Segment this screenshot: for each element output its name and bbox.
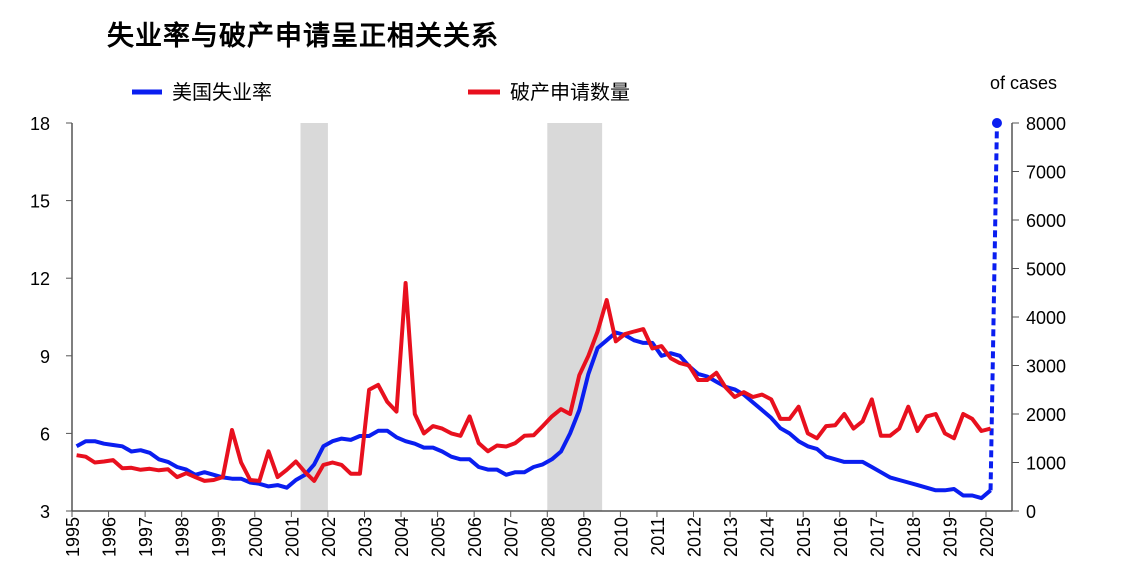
x-tick-label: 2002 <box>319 517 339 557</box>
x-tick-label: 2019 <box>940 517 960 557</box>
legend-label-unemployment: 美国失业率 <box>172 80 272 104</box>
x-tick-label: 2006 <box>465 517 485 557</box>
x-tick-label: 2018 <box>904 517 924 557</box>
x-tick-label: 1995 <box>63 517 83 557</box>
x-tick-label: 2003 <box>355 517 375 557</box>
right-tick-label: 6000 <box>1026 211 1066 231</box>
left-tick-label: 9 <box>40 347 50 367</box>
bankruptcy-line <box>76 281 992 483</box>
x-tick-label: 2000 <box>246 517 266 557</box>
x-tick-label: 2008 <box>538 517 558 557</box>
x-tick-label: 1996 <box>100 517 120 557</box>
left-tick-label: 3 <box>40 502 50 522</box>
x-tick-label: 1998 <box>173 517 193 557</box>
right-tick-label: 5000 <box>1026 260 1066 280</box>
recession-band <box>547 123 603 511</box>
right-tick-label: 4000 <box>1026 308 1066 328</box>
left-tick-label: 6 <box>40 424 50 444</box>
right-tick-label: 1000 <box>1026 454 1066 474</box>
left-tick-label: 18 <box>30 114 50 134</box>
x-tick-label: 2011 <box>648 517 668 556</box>
unemployment-line <box>75 330 992 501</box>
left-tick-label: 12 <box>30 269 50 289</box>
right-tick-label: 0 <box>1026 502 1036 522</box>
x-tick-label: 2007 <box>502 517 522 557</box>
series-lines <box>75 118 1002 501</box>
right-tick-label: 2000 <box>1026 405 1066 425</box>
x-tick-label: 2004 <box>392 517 412 557</box>
x-tick-label: 2014 <box>758 517 778 557</box>
x-tick-label: 2001 <box>282 517 302 557</box>
x-tick-label: 1997 <box>136 517 156 557</box>
right-tick-label: 3000 <box>1026 357 1066 377</box>
x-tick-label: 2010 <box>611 517 631 557</box>
x-tick-label: 2013 <box>721 517 741 557</box>
chart-title: 失业率与破产申请呈正相关关系 <box>107 21 499 52</box>
x-tick-label: 2016 <box>831 517 851 557</box>
x-tick-label: 1999 <box>209 517 229 557</box>
recession-bands <box>300 123 603 511</box>
x-tick-label: 2020 <box>977 517 997 557</box>
x-tick-label: 2017 <box>867 517 887 557</box>
recession-band <box>300 123 328 511</box>
right-tick-label: 8000 <box>1026 114 1066 134</box>
legend: 美国失业率 破产申请数量 <box>132 80 630 104</box>
right-tick-label: 7000 <box>1026 163 1066 183</box>
x-tick-label: 2005 <box>429 517 449 557</box>
x-tick-label: 2015 <box>794 517 814 557</box>
legend-label-bankruptcy: 破产申请数量 <box>510 80 630 104</box>
x-tick-label: 2012 <box>685 517 705 557</box>
unemployment-projection-point <box>991 118 1002 128</box>
right-axis-label: of cases <box>990 73 1057 93</box>
x-tick-label: 2009 <box>575 517 595 557</box>
unemployment-projection-line <box>988 122 999 491</box>
axes: 3 6 9 12 15 18 0 1000 2000 3000 4000 5000 6000 7000 80… <box>30 114 1066 557</box>
left-tick-label: 15 <box>30 192 50 212</box>
